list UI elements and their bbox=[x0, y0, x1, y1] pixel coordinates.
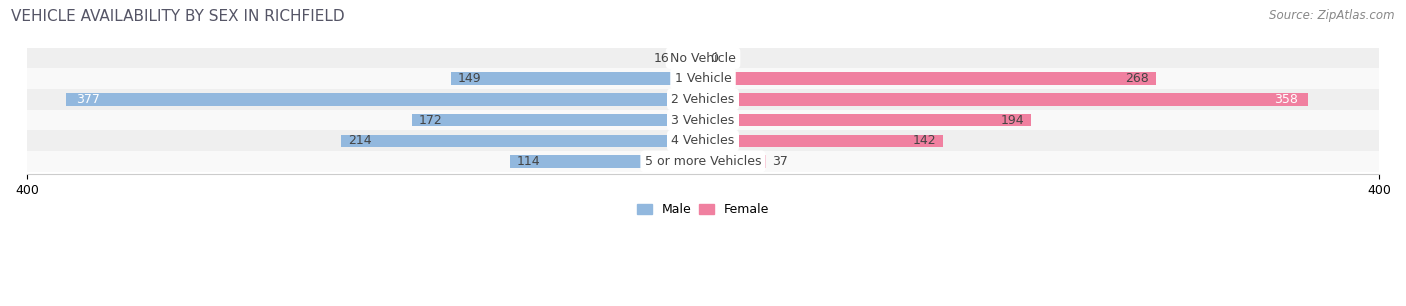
Bar bbox=[27, 68, 1379, 89]
Bar bbox=[676, 52, 703, 64]
Bar bbox=[451, 73, 703, 85]
Text: No Vehicle: No Vehicle bbox=[671, 51, 735, 65]
Text: 2 Vehicles: 2 Vehicles bbox=[672, 93, 734, 106]
Text: 5 or more Vehicles: 5 or more Vehicles bbox=[645, 155, 761, 168]
Text: 377: 377 bbox=[76, 93, 100, 106]
Text: 172: 172 bbox=[419, 114, 443, 127]
Bar bbox=[510, 155, 703, 168]
Text: 4 Vehicles: 4 Vehicles bbox=[672, 134, 734, 147]
Bar bbox=[703, 93, 1308, 106]
Bar bbox=[703, 73, 1156, 85]
Text: 114: 114 bbox=[517, 155, 541, 168]
Text: 268: 268 bbox=[1125, 72, 1149, 85]
Text: 16: 16 bbox=[654, 51, 669, 65]
Text: Source: ZipAtlas.com: Source: ZipAtlas.com bbox=[1270, 9, 1395, 22]
Bar bbox=[703, 135, 943, 147]
Text: 1 Vehicle: 1 Vehicle bbox=[675, 72, 731, 85]
Legend: Male, Female: Male, Female bbox=[631, 198, 775, 222]
Bar bbox=[27, 110, 1379, 130]
Bar bbox=[66, 93, 703, 106]
Text: 149: 149 bbox=[458, 72, 481, 85]
Text: 214: 214 bbox=[349, 134, 371, 147]
Text: VEHICLE AVAILABILITY BY SEX IN RICHFIELD: VEHICLE AVAILABILITY BY SEX IN RICHFIELD bbox=[11, 9, 344, 24]
Text: 142: 142 bbox=[912, 134, 936, 147]
Bar bbox=[703, 114, 1031, 126]
Text: 358: 358 bbox=[1274, 93, 1298, 106]
Text: 0: 0 bbox=[710, 51, 717, 65]
Bar bbox=[703, 155, 765, 168]
Text: 3 Vehicles: 3 Vehicles bbox=[672, 114, 734, 127]
Bar bbox=[27, 151, 1379, 172]
Text: 37: 37 bbox=[772, 155, 789, 168]
Bar bbox=[27, 48, 1379, 68]
Bar bbox=[342, 135, 703, 147]
Bar bbox=[412, 114, 703, 126]
Text: 194: 194 bbox=[1001, 114, 1024, 127]
Bar bbox=[27, 89, 1379, 110]
Bar bbox=[27, 130, 1379, 151]
